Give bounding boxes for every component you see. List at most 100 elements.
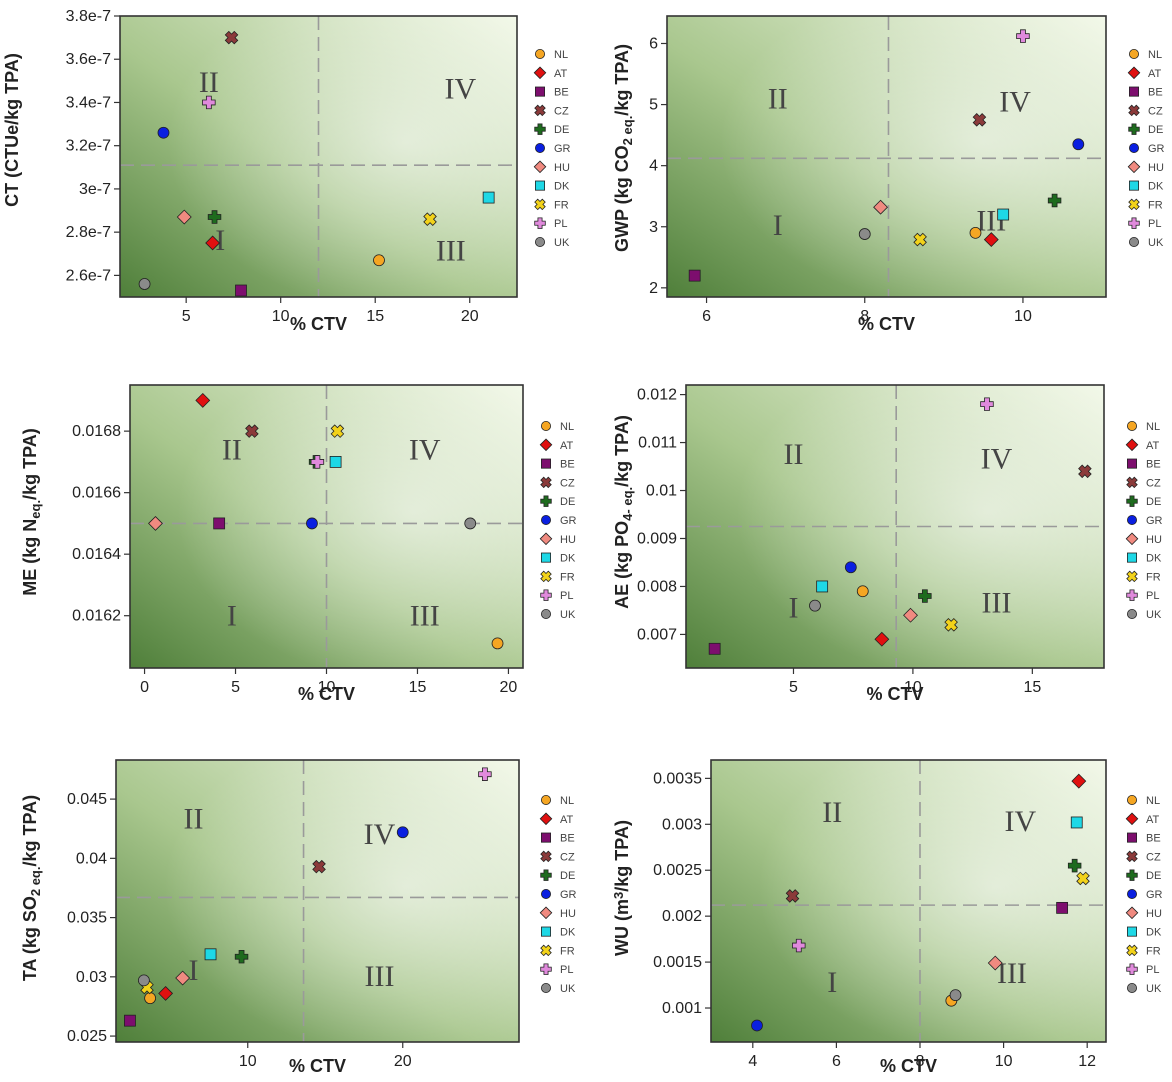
y-tick-label: 0.0166	[72, 485, 121, 502]
x-tick-label: 5	[789, 679, 798, 696]
legend-label-de: DE	[560, 496, 575, 508]
legend-label-at: AT	[1148, 68, 1162, 80]
quadrant-label-I: I	[189, 954, 199, 987]
legend: NL AT BE CZ DE GR HU DK FR PL UK	[1125, 795, 1163, 995]
plot-highlight	[667, 16, 1106, 297]
y-tick-label: 0.01	[646, 483, 677, 500]
data-point-gr	[396, 826, 409, 839]
data-point-at	[205, 235, 221, 251]
data-point-nl	[856, 585, 869, 598]
legend-label-uk: UK	[560, 983, 576, 995]
data-point-pl	[202, 95, 216, 110]
plot-frame	[710, 759, 1107, 1043]
legend-marker-fr	[1126, 570, 1138, 583]
data-point-nl	[969, 226, 982, 239]
legend-label-uk: UK	[1146, 983, 1162, 995]
legend-label-dk: DK	[1148, 181, 1164, 193]
legend-label-be: BE	[554, 87, 569, 99]
data-point-dk	[997, 208, 1010, 221]
y-tick-label: 4	[649, 158, 658, 175]
quadrant-label-I: I	[215, 224, 225, 257]
legend-label-be: BE	[560, 833, 575, 845]
plot-highlight	[116, 760, 519, 1042]
data-point-uk	[949, 989, 962, 1002]
y-tick-label: 0.04	[76, 850, 107, 867]
legend-marker-cz	[540, 476, 552, 489]
plot-frame	[115, 759, 520, 1043]
y-tick-label: 0.003	[662, 816, 702, 833]
legend-marker-nl	[1127, 795, 1138, 806]
legend-marker-fr	[1128, 198, 1140, 211]
data-point-gr	[306, 517, 318, 530]
y-tick-label: 2	[649, 280, 658, 297]
legend-marker-uk	[1127, 983, 1138, 994]
legend-marker-be	[541, 832, 552, 843]
y-tick-label: 0.0025	[653, 862, 702, 879]
legend-marker-nl	[1129, 49, 1140, 60]
data-point-gr	[1072, 138, 1085, 151]
data-point-pl	[980, 397, 994, 411]
data-point-be	[1056, 901, 1069, 914]
legend-label-fr: FR	[1146, 945, 1161, 957]
legend-label-fr: FR	[1148, 199, 1163, 211]
data-point-cz	[224, 30, 239, 45]
legend-marker-fr	[534, 198, 546, 211]
legend-label-pl: PL	[1146, 590, 1159, 602]
legend-marker-cz	[1128, 104, 1140, 117]
data-point-hu	[903, 607, 918, 623]
legend-marker-dk	[541, 926, 552, 937]
legend-marker-dk	[541, 552, 552, 563]
legend-marker-at	[1127, 66, 1141, 80]
legend-marker-hu	[533, 160, 547, 174]
legend-label-hu: HU	[560, 908, 576, 920]
y-tick-label: 0.008	[637, 578, 677, 595]
legend-marker-hu	[539, 906, 553, 920]
legend-label-be: BE	[1148, 87, 1163, 99]
y-tick-label: 0.045	[67, 791, 107, 808]
legend-label-gr: GR	[1146, 889, 1163, 901]
legend-marker-pl	[1128, 217, 1140, 229]
quadrant-label-I: I	[827, 966, 837, 999]
data-point-at	[874, 631, 890, 647]
legend-marker-be	[535, 86, 546, 97]
legend-marker-uk	[1127, 609, 1138, 620]
legend-marker-at	[1125, 438, 1139, 452]
data-point-fr	[1076, 871, 1090, 886]
data-point-fr	[913, 232, 927, 247]
data-point-uk	[464, 517, 477, 530]
legend-label-gr: GR	[560, 515, 577, 527]
x-tick-label: 15	[409, 679, 427, 696]
legend-label-be: BE	[1146, 459, 1161, 471]
legend-label-cz: CZ	[554, 105, 569, 117]
quadrant-label-I: I	[788, 591, 798, 624]
plot-frame	[119, 15, 518, 298]
x-tick-label: 10	[904, 679, 922, 696]
legend-marker-hu	[1125, 906, 1139, 920]
quadrant-label-III: III	[982, 587, 1012, 620]
data-point-dk	[204, 948, 217, 961]
legend-label-nl: NL	[560, 795, 574, 807]
data-point-dk	[816, 580, 829, 593]
data-point-uk	[137, 974, 150, 987]
y-tick-label: 0.0168	[72, 423, 121, 440]
data-point-hu	[987, 955, 1003, 971]
quadrant-label-III: III	[365, 960, 395, 993]
legend-label-de: DE	[554, 124, 569, 136]
y-axis-label: ME (kg Neq./kg TPA)	[20, 428, 43, 595]
plot-highlight	[711, 760, 1106, 1042]
data-point-cz	[1078, 464, 1092, 479]
data-point-at	[1071, 773, 1087, 789]
legend-marker-gr	[1127, 889, 1138, 900]
legend-label-fr: FR	[560, 945, 575, 957]
data-point-pl	[310, 455, 325, 469]
legend-label-at: AT	[560, 440, 574, 452]
legend-marker-fr	[540, 570, 552, 583]
legend-marker-de	[1128, 123, 1140, 135]
legend-label-uk: UK	[554, 237, 570, 249]
legend-marker-cz	[534, 104, 546, 117]
data-point-dk	[482, 191, 495, 204]
data-point-gr	[157, 126, 170, 139]
legend-label-gr: GR	[1146, 515, 1163, 527]
legend-label-uk: UK	[1146, 609, 1162, 621]
y-tick-label: 0.0015	[653, 954, 702, 971]
